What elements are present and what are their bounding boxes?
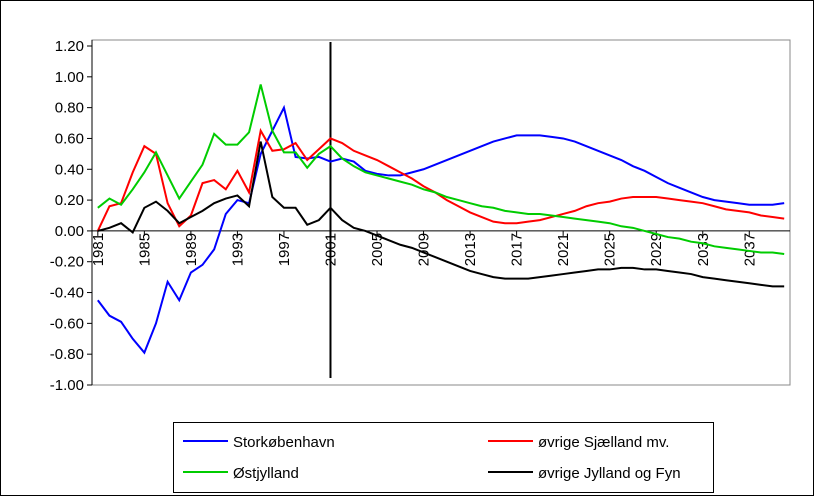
x-tick-label: 2025 [602, 233, 619, 266]
x-tick-label: 2029 [648, 233, 665, 266]
series-line [97, 104, 785, 355]
legend-label: øvrige Jylland og Fyn [538, 465, 681, 482]
y-tick-label: 0.80 [55, 100, 84, 117]
x-tick-label: 2013 [462, 233, 479, 266]
series-line [97, 141, 785, 288]
y-tick-label: -1.00 [50, 377, 84, 394]
x-tick-label: 2033 [695, 233, 712, 266]
y-tick-label: -0.20 [50, 254, 84, 271]
x-tick-label: 2037 [741, 233, 758, 266]
legend-label: øvrige Sjælland mv. [538, 434, 669, 451]
x-tick-label: 1993 [229, 233, 246, 266]
x-tick-label: 1997 [276, 233, 293, 266]
y-tick-label: 1.20 [55, 38, 84, 55]
x-tick-label: 1985 [136, 233, 153, 266]
legend-label: Storkøbenhavn [233, 434, 335, 451]
y-tick-label: 0.00 [55, 223, 84, 240]
x-tick-label: 1989 [183, 233, 200, 266]
x-tick-label: 1981 [90, 233, 107, 266]
y-tick-label: -0.40 [50, 285, 84, 302]
legend-box [173, 422, 714, 493]
series-line [97, 84, 785, 256]
x-tick-label: 2005 [369, 233, 386, 266]
legend-label: Østjylland [233, 465, 299, 482]
y-tick-label: 0.40 [55, 161, 84, 178]
x-tick-label: 2009 [416, 233, 433, 266]
x-tick-label: 2017 [509, 233, 526, 266]
y-tick-label: 1.00 [55, 69, 84, 86]
plot-area [91, 39, 791, 386]
y-tick-label: -0.80 [50, 346, 84, 363]
y-tick-label: 0.20 [55, 192, 84, 209]
x-tick-label: 2021 [555, 233, 572, 266]
series-line [96, 127, 785, 232]
y-tick-label: 0.60 [55, 130, 84, 147]
y-tick-label: -0.60 [50, 315, 84, 332]
